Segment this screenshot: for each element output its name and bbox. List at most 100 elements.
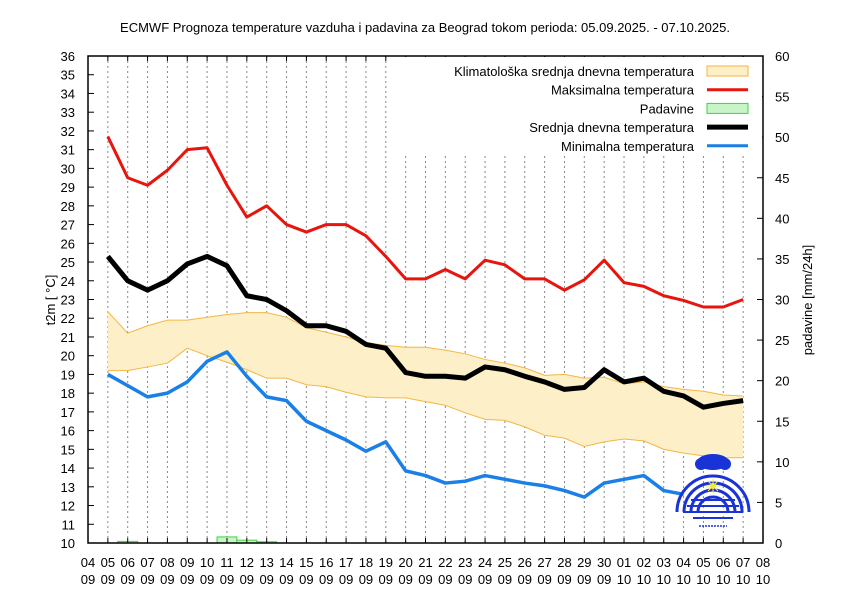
y-tick-label: 32 [61, 124, 75, 139]
x-tick-label-day: 05 [101, 555, 115, 570]
y-tick-label: 28 [61, 199, 75, 214]
legend-label: Minimalna temperatura [561, 139, 695, 154]
x-tick-label-month: 09 [279, 572, 293, 587]
series-lines [105, 135, 744, 499]
y2-tick-label: 40 [775, 211, 789, 226]
y2-tick-label: 5 [775, 495, 782, 510]
plot-frame [87, 55, 764, 544]
y-tick-label: 14 [61, 461, 75, 476]
y-tick-label: 36 [61, 49, 75, 64]
y-axis-label: t2m [ °C] [43, 275, 58, 326]
x-tick-label-month: 09 [200, 572, 214, 587]
x-tick-label-day: 26 [518, 555, 532, 570]
x-tick-label-day: 15 [299, 555, 313, 570]
x-tick-label-month: 09 [299, 572, 313, 587]
x-tick-label-month: 09 [180, 572, 194, 587]
x-tick-label-day: 06 [120, 555, 134, 570]
x-tick-label-day: 16 [319, 555, 333, 570]
climate-band-upper [107, 311, 744, 397]
x-tick-label-day: 06 [716, 555, 730, 570]
x-tick-label-month: 09 [438, 572, 452, 587]
x-tick-label-day: 01 [617, 555, 631, 570]
climate-band-fill [107, 311, 744, 458]
x-tick-label-month: 09 [259, 572, 273, 587]
legend-label: Klimatološka srednja dnevna temperatura [454, 64, 695, 79]
y-tick-label: 23 [61, 293, 75, 308]
x-tick-label-month: 09 [597, 572, 611, 587]
x-tick-label-day: 14 [279, 555, 293, 570]
y2-tick-label: 30 [775, 293, 789, 308]
x-tick-label-month: 09 [537, 572, 551, 587]
x-tick-label-month: 09 [101, 572, 115, 587]
x-tick-label-month: 09 [518, 572, 532, 587]
x-tick-label-day: 13 [259, 555, 273, 570]
y2-tick-label: 35 [775, 252, 789, 267]
y2-tick-label: 60 [775, 49, 789, 64]
y-tick-label: 21 [61, 330, 75, 345]
y2-tick-label: 45 [775, 171, 789, 186]
y-tick-label: 10 [61, 536, 75, 551]
x-tick-label-month: 09 [577, 572, 591, 587]
x-tick-label-month: 10 [637, 572, 651, 587]
x-tick-label-day: 08 [160, 555, 174, 570]
x-tick-label-month: 09 [418, 572, 432, 587]
x-tick-label-day: 20 [398, 555, 412, 570]
x-tick-label-month: 09 [379, 572, 393, 587]
x-tick-label-day: 17 [339, 555, 353, 570]
x-tick-label-day: 25 [498, 555, 512, 570]
x-tick-label-day: 08 [756, 555, 770, 570]
x-tick-label-day: 02 [637, 555, 651, 570]
climate-band [107, 311, 744, 459]
x-tick-label-day: 29 [577, 555, 591, 570]
y-tick-label: 31 [61, 143, 75, 158]
y-tick-label: 11 [62, 517, 76, 532]
y2-tick-label: 50 [775, 130, 789, 145]
y-tick-label: 18 [61, 386, 75, 401]
y-tick-label: 20 [61, 349, 75, 364]
x-tick-label-day: 24 [478, 555, 492, 570]
x-tick-label-month: 10 [657, 572, 671, 587]
x-tick-label-month: 09 [319, 572, 333, 587]
y-tick-label: 26 [61, 236, 75, 251]
x-tick-label-month: 09 [81, 572, 95, 587]
x-tick-label-day: 03 [657, 555, 671, 570]
y2-tick-label: 25 [775, 333, 789, 348]
series-line-maksimalna-temperatura [106, 135, 744, 309]
legend: Klimatološka srednja dnevna temperatura M… [400, 57, 762, 155]
y2-tick-label: 0 [775, 536, 782, 551]
x-tick-label-month: 10 [676, 572, 690, 587]
x-tick-label-month: 09 [557, 572, 571, 587]
x-tick-label-day: 22 [438, 555, 452, 570]
y2-tick-label: 10 [775, 455, 789, 470]
precipitation-bars [117, 536, 278, 544]
axes: 0409050906090709080909091009110912091309… [61, 49, 790, 587]
x-tick-label-month: 09 [478, 572, 492, 587]
x-tick-label-day: 04 [81, 555, 95, 570]
x-tick-label-day: 23 [458, 555, 472, 570]
legend-swatch-box [706, 65, 749, 77]
x-tick-label-day: 07 [140, 555, 154, 570]
legend-background [400, 57, 762, 155]
y-tick-label: 13 [61, 480, 75, 495]
y-tick-label: 34 [61, 86, 75, 101]
x-tick-label-month: 09 [240, 572, 254, 587]
y-tick-label: 12 [61, 499, 75, 514]
y-tick-label: 19 [61, 367, 75, 382]
x-tick-label-day: 10 [200, 555, 214, 570]
x-tick-label-day: 04 [676, 555, 690, 570]
y-tick-label: 29 [61, 180, 75, 195]
x-tick-label-month: 09 [339, 572, 353, 587]
y2-tick-label: 55 [775, 90, 789, 105]
series-line-minimalna-temperatura [106, 350, 684, 499]
x-tick-label-month: 09 [220, 572, 234, 587]
legend-label: Srednja dnevna temperatura [529, 120, 695, 135]
x-tick-label-month: 09 [498, 572, 512, 587]
chart-title: ECMWF Prognoza temperature vazduha i pad… [120, 20, 730, 35]
y-tick-label: 27 [61, 218, 75, 233]
x-tick-label-month: 10 [716, 572, 730, 587]
x-tick-label-day: 19 [379, 555, 393, 570]
x-tick-label-month: 09 [160, 572, 174, 587]
x-tick-label-day: 18 [359, 555, 373, 570]
